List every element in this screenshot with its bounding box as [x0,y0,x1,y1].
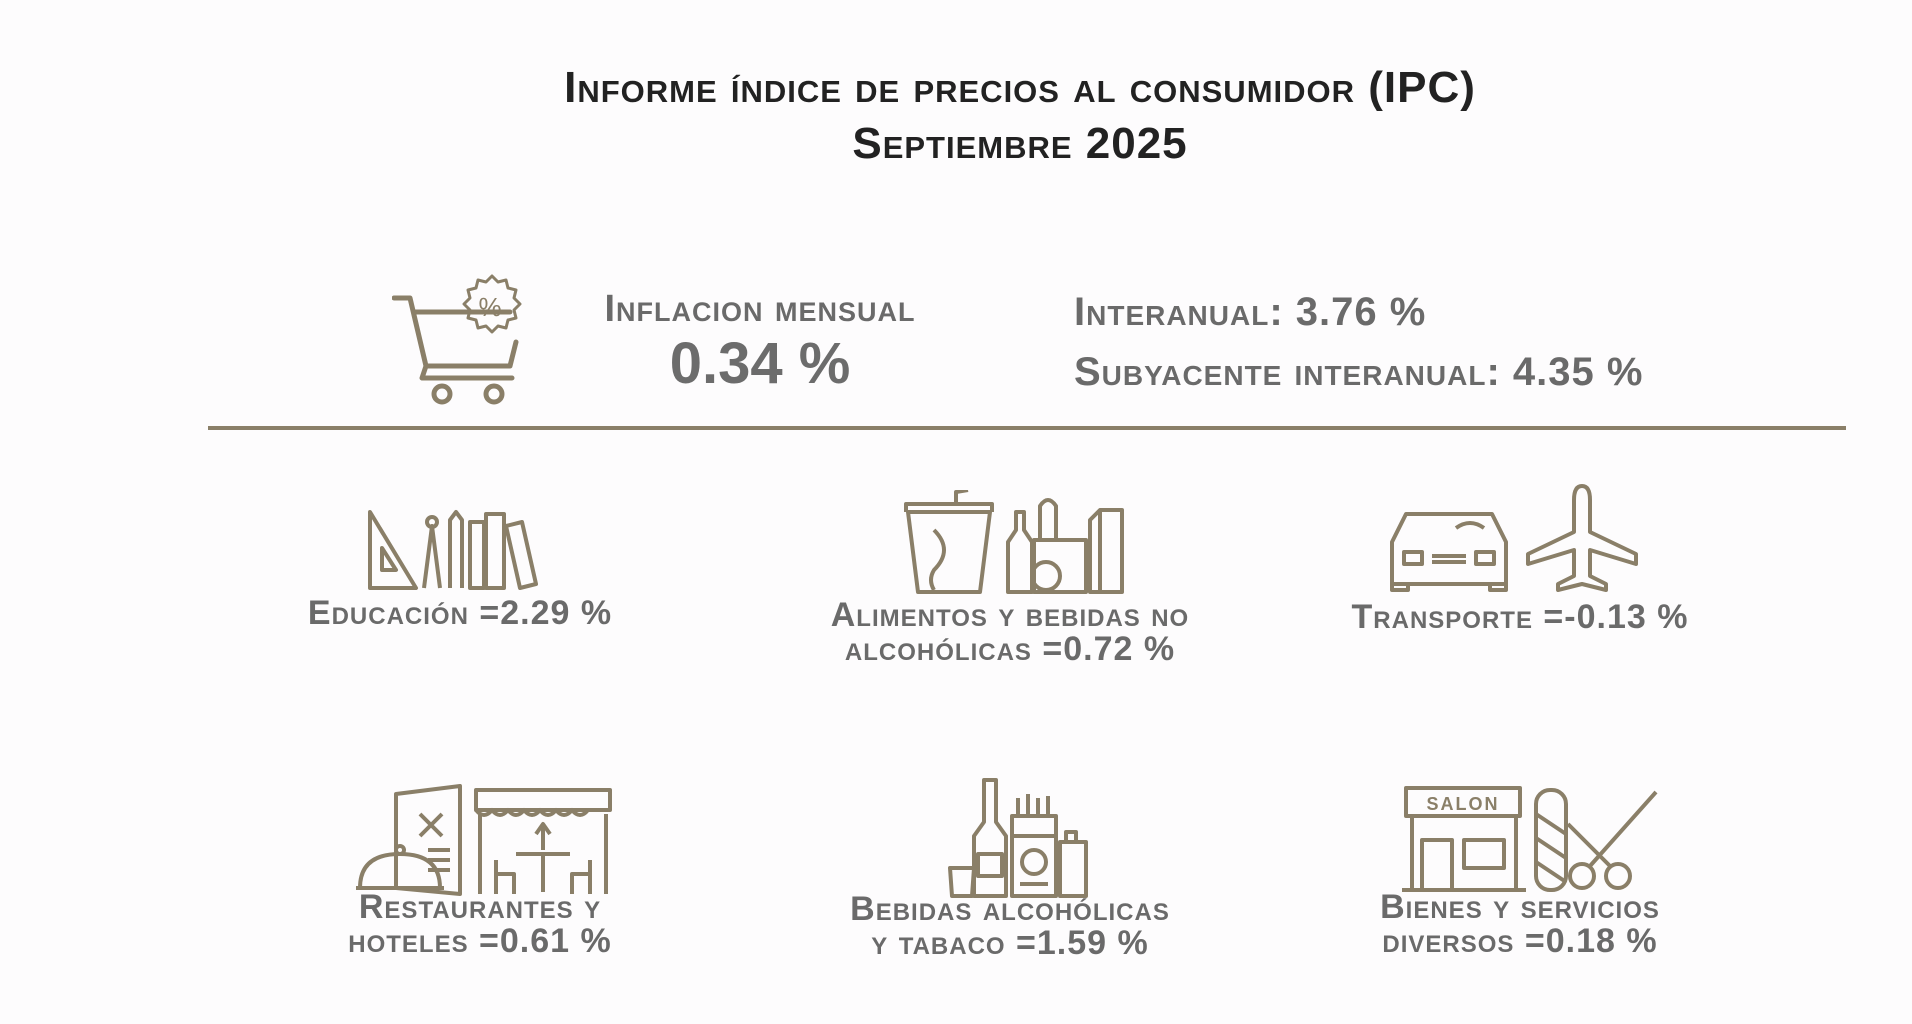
annual-label: Interanual [1074,290,1270,334]
category-restaurants-line2: hoteles =0.61 % [348,922,612,960]
category-restaurants-line1: Restaurantes y [358,888,602,926]
report-title: Informe índice de precios al consumidor … [564,63,1476,112]
category-education: Educación =2.29 % [290,596,630,630]
category-other-goods-line2: diversos =0.18 % [1382,922,1658,960]
car-plane-icon [1386,480,1646,592]
category-alcohol-tobacco: Bebidas alcohólicas y tabaco =1.59 % [830,892,1190,960]
category-transport: Transporte =-0.13 % [1330,600,1710,634]
category-other-goods: Bienes y servicios diversos =0.18 % [1340,890,1700,958]
groceries-icon [904,490,1130,594]
report-subtitle: Septiembre 2025 [852,119,1188,168]
core-inflation: Subyacente interanual: 4.35 % [1074,350,1644,394]
core-value: 4.35 % [1512,350,1644,394]
category-alcohol-tobacco-line1: Bebidas alcohólicas [850,890,1170,928]
category-restaurants: Restaurantes y hoteles =0.61 % [300,890,660,958]
category-education-line1: Educación =2.29 % [307,594,613,632]
core-label: Subyacente interanual [1074,350,1487,394]
school-supplies-icon [366,508,546,590]
salon-icon: SALON [1398,784,1660,894]
monthly-inflation-value: 0.34 % [669,331,851,396]
percent-badge-label: % [478,292,501,322]
category-food: Alimentos y bebidas no alcohólicas =0.72… [820,598,1200,666]
category-food-line2: alcohólicas =0.72 % [844,630,1176,668]
annual-value: 3.76 % [1295,290,1427,334]
divider [208,426,1846,430]
monthly-inflation-label: Inflacion mensual [604,288,916,330]
alcohol-tobacco-icon [946,776,1096,898]
category-alcohol-tobacco-line2: y tabaco =1.59 % [871,924,1149,962]
shopping-cart-percent-icon: % [392,270,542,410]
category-other-goods-line1: Bienes y servicios [1380,888,1660,926]
category-food-line1: Alimentos y bebidas no [830,596,1190,634]
category-transport-line1: Transporte =-0.13 % [1351,598,1689,636]
salon-sign-label: SALON [1427,794,1500,814]
annual-inflation: Interanual: 3.76 % [1074,290,1427,334]
restaurant-icon [356,784,616,896]
